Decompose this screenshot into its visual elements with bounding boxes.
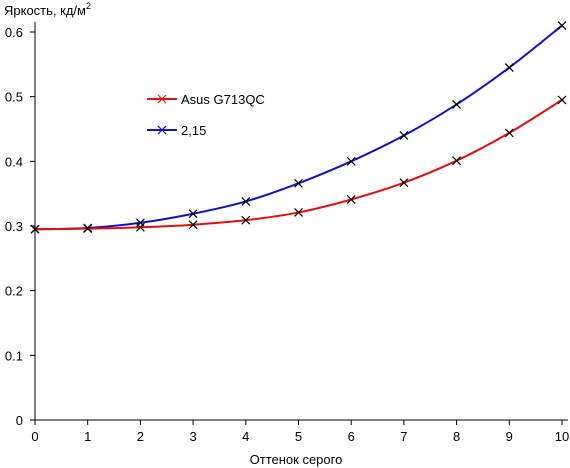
marker-stroke <box>188 220 198 230</box>
marker-stroke <box>557 95 567 105</box>
x-tick-label: 0 <box>31 429 38 444</box>
y-tick-label: 0.6 <box>5 25 23 40</box>
series-line <box>34 24 563 231</box>
marker-stroke <box>452 100 462 109</box>
marker-stroke <box>135 222 145 232</box>
data-point <box>399 178 409 188</box>
x-tick-label: 8 <box>453 429 460 444</box>
x-tick-label: 9 <box>506 429 513 444</box>
series-line <box>34 99 563 231</box>
y-tick-label: 0.4 <box>5 154 23 169</box>
marker-stroke <box>83 224 93 234</box>
data-point <box>452 100 462 109</box>
data-point <box>504 128 514 138</box>
data-point <box>504 63 514 72</box>
data-point <box>294 178 303 188</box>
y-axis-title: Яркость, кд/м2 <box>4 1 91 18</box>
data-point <box>241 215 251 225</box>
data-point <box>557 21 567 30</box>
series-layer <box>30 21 567 234</box>
y-tick-label: 0.2 <box>5 284 23 299</box>
marker-stroke <box>399 131 409 140</box>
series-2 <box>30 21 567 234</box>
data-point <box>30 224 40 234</box>
marker-stroke <box>241 215 251 225</box>
legend-marker <box>157 125 167 135</box>
y-tick-label: 0.3 <box>5 219 23 234</box>
data-point <box>557 95 567 105</box>
y-tick-label: 0.1 <box>5 348 23 363</box>
series-1 <box>30 95 567 234</box>
legend-label: Asus G713QC <box>181 92 265 107</box>
marker-stroke <box>157 94 167 104</box>
x-tick-label: 4 <box>242 429 249 444</box>
axes: 0 1 2 3 4 5 6 7 8 9 10 0 0.1 0.2 0.3 0.4 0.5 0.6 <box>5 22 569 444</box>
marker-stroke <box>557 21 567 30</box>
data-point <box>294 207 303 217</box>
x-tick-label: 2 <box>137 429 144 444</box>
data-point <box>346 195 356 204</box>
data-point <box>135 222 145 232</box>
marker-stroke <box>30 224 40 234</box>
data-point <box>241 197 251 206</box>
data-point <box>188 220 198 230</box>
marker-stroke <box>188 209 198 219</box>
marker-stroke <box>504 63 514 72</box>
data-point <box>452 156 462 166</box>
x-tick-label: 3 <box>189 429 196 444</box>
x-axis-title: Оттенок серого <box>250 452 343 467</box>
y-axis-title-superscript: 2 <box>86 1 91 11</box>
marker-stroke <box>399 178 409 188</box>
marker-stroke <box>294 178 303 188</box>
x-tick-label: 1 <box>84 429 91 444</box>
x-tick-label: 5 <box>295 429 302 444</box>
marker-stroke <box>452 156 462 166</box>
data-point <box>346 156 356 166</box>
data-point <box>83 224 93 234</box>
marker-stroke <box>157 125 167 135</box>
legend-entry-1: Asus G713QC <box>147 92 265 107</box>
y-tick-label: 0 <box>16 413 23 428</box>
legend: Asus G713QC 2,15 <box>147 92 265 138</box>
marker-stroke <box>241 197 251 206</box>
marker-stroke <box>504 128 514 138</box>
y-axis-title-text: Яркость, кд/м <box>4 3 86 18</box>
legend-marker <box>157 94 167 104</box>
data-point <box>188 209 198 219</box>
x-tick-label: 6 <box>348 429 355 444</box>
marker-stroke <box>346 156 356 166</box>
y-tick-label: 0.5 <box>5 90 23 105</box>
x-tick-label: 10 <box>555 429 569 444</box>
x-tick-label: 7 <box>400 429 407 444</box>
marker-stroke <box>346 195 356 204</box>
legend-label: 2,15 <box>181 123 206 138</box>
legend-entry-2: 2,15 <box>147 123 206 138</box>
data-point <box>399 131 409 140</box>
marker-stroke <box>294 207 303 217</box>
